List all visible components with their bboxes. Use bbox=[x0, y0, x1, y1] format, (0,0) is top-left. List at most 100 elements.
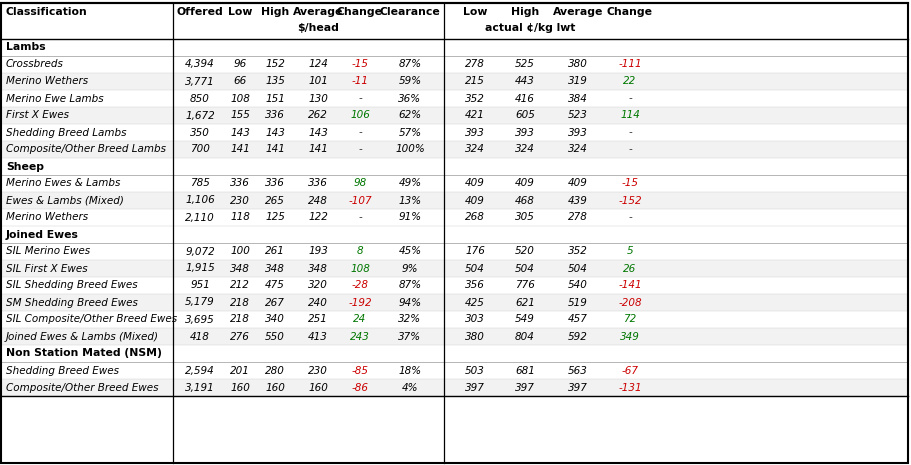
Text: 409: 409 bbox=[515, 179, 535, 188]
Text: Shedding Breed Lambs: Shedding Breed Lambs bbox=[6, 127, 127, 138]
Text: -152: -152 bbox=[618, 195, 641, 206]
Text: 425: 425 bbox=[465, 298, 485, 307]
Text: 118: 118 bbox=[230, 213, 250, 222]
Text: Merino Wethers: Merino Wethers bbox=[6, 77, 88, 86]
Text: -131: -131 bbox=[618, 383, 641, 392]
Text: 5: 5 bbox=[626, 246, 632, 257]
Text: 141: 141 bbox=[230, 145, 250, 154]
Text: $/head: $/head bbox=[297, 23, 339, 33]
Text: 212: 212 bbox=[230, 280, 250, 291]
Text: 1,106: 1,106 bbox=[185, 195, 215, 206]
Text: 143: 143 bbox=[265, 127, 284, 138]
Text: 468: 468 bbox=[515, 195, 535, 206]
Text: 563: 563 bbox=[568, 365, 588, 376]
Text: 336: 336 bbox=[265, 111, 284, 120]
Text: 94%: 94% bbox=[398, 298, 421, 307]
Text: 37%: 37% bbox=[398, 332, 421, 341]
Text: 336: 336 bbox=[308, 179, 328, 188]
Text: 130: 130 bbox=[308, 93, 328, 104]
Text: 267: 267 bbox=[265, 298, 284, 307]
Text: 124: 124 bbox=[308, 60, 328, 69]
Text: 106: 106 bbox=[350, 111, 370, 120]
Text: 32%: 32% bbox=[398, 314, 421, 325]
Text: High: High bbox=[510, 7, 538, 17]
Text: -: - bbox=[628, 93, 631, 104]
Text: 9%: 9% bbox=[402, 264, 418, 273]
Text: 350: 350 bbox=[189, 127, 210, 138]
Text: 409: 409 bbox=[465, 179, 485, 188]
Text: Shedding Breed Ewes: Shedding Breed Ewes bbox=[6, 365, 118, 376]
Text: 160: 160 bbox=[265, 383, 284, 392]
Text: 356: 356 bbox=[465, 280, 485, 291]
Text: 4%: 4% bbox=[402, 383, 418, 392]
Text: SIL First X Ewes: SIL First X Ewes bbox=[6, 264, 87, 273]
Text: 348: 348 bbox=[230, 264, 250, 273]
Text: 125: 125 bbox=[265, 213, 284, 222]
Text: 141: 141 bbox=[265, 145, 284, 154]
Text: 523: 523 bbox=[568, 111, 588, 120]
Text: 5,179: 5,179 bbox=[185, 298, 215, 307]
Text: 336: 336 bbox=[265, 179, 284, 188]
Text: -192: -192 bbox=[348, 298, 372, 307]
Text: 397: 397 bbox=[568, 383, 588, 392]
Text: -85: -85 bbox=[351, 365, 368, 376]
Text: 3,771: 3,771 bbox=[185, 77, 215, 86]
Text: -86: -86 bbox=[351, 383, 368, 392]
Bar bbox=[2, 192, 906, 209]
Text: 218: 218 bbox=[230, 314, 250, 325]
Text: Ewes & Lambs (Mixed): Ewes & Lambs (Mixed) bbox=[6, 195, 124, 206]
Text: 520: 520 bbox=[515, 246, 535, 257]
Text: Lambs: Lambs bbox=[6, 42, 46, 53]
Text: 101: 101 bbox=[308, 77, 328, 86]
Text: 525: 525 bbox=[515, 60, 535, 69]
Text: 57%: 57% bbox=[398, 127, 421, 138]
Text: 324: 324 bbox=[465, 145, 485, 154]
Text: 850: 850 bbox=[189, 93, 210, 104]
Text: -: - bbox=[358, 127, 362, 138]
Text: -: - bbox=[358, 145, 362, 154]
Text: 3,191: 3,191 bbox=[185, 383, 215, 392]
Text: SIL Composite/Other Breed Ewes: SIL Composite/Other Breed Ewes bbox=[6, 314, 177, 325]
Text: 230: 230 bbox=[308, 365, 328, 376]
Text: 268: 268 bbox=[465, 213, 485, 222]
Text: 504: 504 bbox=[515, 264, 535, 273]
Text: 96: 96 bbox=[233, 60, 246, 69]
Text: Classification: Classification bbox=[6, 7, 87, 17]
Text: 804: 804 bbox=[515, 332, 535, 341]
Text: 305: 305 bbox=[515, 213, 535, 222]
Text: 261: 261 bbox=[265, 246, 284, 257]
Text: 320: 320 bbox=[308, 280, 328, 291]
Text: 3,695: 3,695 bbox=[185, 314, 215, 325]
Text: Offered: Offered bbox=[177, 7, 223, 17]
Text: 393: 393 bbox=[465, 127, 485, 138]
Text: 243: 243 bbox=[350, 332, 370, 341]
Text: SIL Shedding Breed Ewes: SIL Shedding Breed Ewes bbox=[6, 280, 138, 291]
Text: -11: -11 bbox=[351, 77, 368, 86]
Text: 475: 475 bbox=[265, 280, 284, 291]
Text: 143: 143 bbox=[230, 127, 250, 138]
Text: 91%: 91% bbox=[398, 213, 421, 222]
Bar bbox=[2, 294, 906, 311]
Text: 108: 108 bbox=[350, 264, 370, 273]
Text: -: - bbox=[358, 93, 362, 104]
Text: 621: 621 bbox=[515, 298, 535, 307]
Text: 384: 384 bbox=[568, 93, 588, 104]
Text: Clearance: Clearance bbox=[379, 7, 440, 17]
Text: 193: 193 bbox=[308, 246, 328, 257]
Text: -111: -111 bbox=[618, 60, 641, 69]
Text: 519: 519 bbox=[568, 298, 588, 307]
Text: 681: 681 bbox=[515, 365, 535, 376]
Text: -141: -141 bbox=[618, 280, 641, 291]
Text: 549: 549 bbox=[515, 314, 535, 325]
Text: 201: 201 bbox=[230, 365, 250, 376]
Text: 87%: 87% bbox=[398, 280, 421, 291]
Text: 278: 278 bbox=[568, 213, 588, 222]
Text: 18%: 18% bbox=[398, 365, 421, 376]
Text: 87%: 87% bbox=[398, 60, 421, 69]
Text: SIL Merino Ewes: SIL Merino Ewes bbox=[6, 246, 90, 257]
Bar bbox=[2, 73, 906, 90]
Text: 262: 262 bbox=[308, 111, 328, 120]
Text: 160: 160 bbox=[308, 383, 328, 392]
Text: 457: 457 bbox=[568, 314, 588, 325]
Text: -28: -28 bbox=[351, 280, 368, 291]
